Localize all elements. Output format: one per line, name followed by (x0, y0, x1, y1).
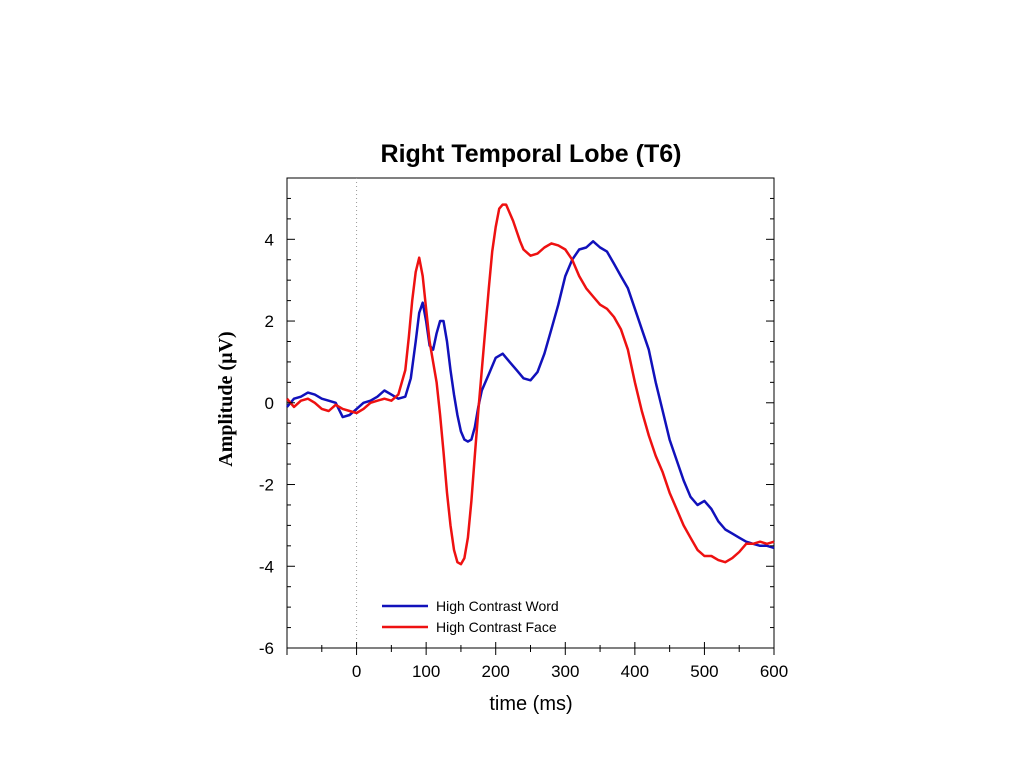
plot-frame (286, 177, 775, 649)
x-tick-label: 600 (760, 662, 788, 681)
x-tick-label: 0 (352, 662, 361, 681)
y-tick-label: -2 (259, 476, 274, 495)
y-tick-label: 0 (265, 394, 274, 413)
legend-label-word: High Contrast Word (436, 598, 559, 614)
y-tick-label: -4 (259, 557, 274, 576)
series-layer (286, 203, 775, 566)
series-line-high-contrast-face (286, 203, 775, 566)
y-axis: -6 -4 -2 0 2 4 (259, 177, 774, 658)
x-axis: 0 100 200 300 400 500 600 (286, 642, 788, 681)
legend-label-face: High Contrast Face (436, 619, 557, 635)
x-tick-label: 200 (482, 662, 510, 681)
y-tick-label: -6 (259, 639, 274, 658)
legend: High Contrast Word High Contrast Face (382, 598, 559, 635)
y-tick-label: 2 (265, 312, 274, 331)
x-tick-label: 300 (551, 662, 579, 681)
chart-title: Right Temporal Lobe (T6) (381, 140, 682, 168)
plot-area (286, 177, 775, 649)
x-tick-label: 500 (690, 662, 718, 681)
x-axis-label: time (ms) (489, 693, 572, 715)
y-tick-label: 4 (265, 230, 274, 249)
series-line-high-contrast-word (286, 240, 775, 550)
x-tick-label: 400 (621, 662, 649, 681)
y-axis-label: Amplitude (µV) (215, 331, 237, 466)
x-tick-label: 100 (412, 662, 440, 681)
